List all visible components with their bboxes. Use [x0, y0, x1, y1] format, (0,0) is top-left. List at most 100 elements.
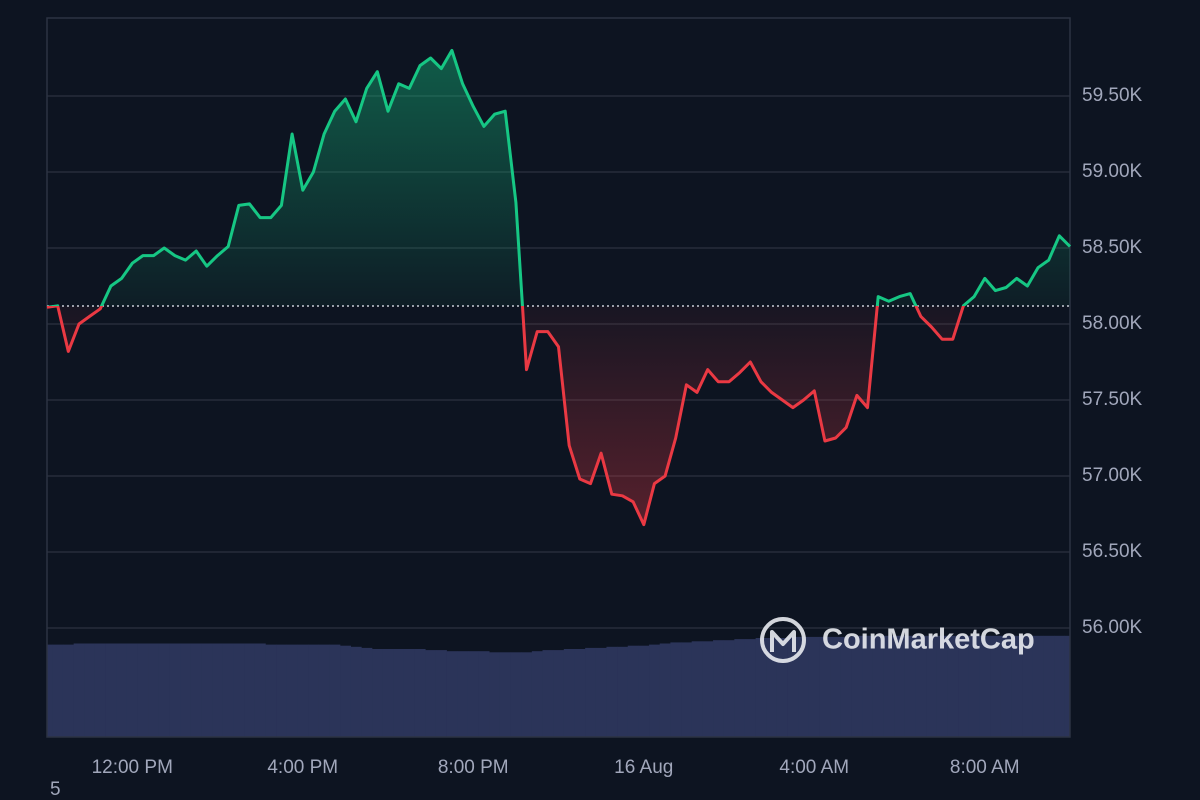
y-tick-label: 57.50K: [1082, 389, 1143, 410]
volume-bar: [84, 643, 96, 737]
volume-bar: [244, 643, 256, 737]
y-tick-label: 58.50K: [1082, 237, 1143, 258]
volume-bar: [222, 643, 234, 737]
volume-bar: [1043, 635, 1055, 737]
volume-bar: [894, 635, 906, 737]
volume-bar: [595, 647, 607, 737]
watermark-text: CoinMarketCap: [822, 624, 1035, 656]
watermark: CoinMarketCap: [760, 617, 1035, 663]
volume-bar: [340, 645, 352, 737]
volume-bar: [499, 652, 511, 737]
volume-bar: [862, 635, 874, 737]
volume-bar: [617, 646, 629, 737]
volume-bar: [1064, 635, 1071, 737]
volume-bar: [62, 644, 74, 737]
volume-bar: [691, 641, 703, 737]
volume-bar: [734, 639, 746, 737]
volume-bar: [137, 643, 149, 737]
volume-bar: [787, 636, 799, 737]
y-tick-label: 56.50K: [1082, 541, 1143, 562]
y-tick-label: 56.00K: [1082, 617, 1143, 638]
volume-bar: [819, 636, 831, 737]
volume-bar: [297, 644, 309, 737]
volume-bar: [563, 649, 575, 737]
volume-bar: [393, 649, 405, 737]
volume-bar: [585, 647, 597, 737]
volume-bar: [1011, 635, 1023, 737]
volume-bar: [116, 643, 128, 737]
volume-bar: [936, 635, 948, 737]
volume-bar: [190, 643, 202, 737]
grid-layer: [47, 95, 1070, 629]
volume-bar: [329, 644, 341, 737]
x-tick-label: 12:00 PM: [92, 757, 173, 778]
volume-bar: [382, 649, 394, 737]
volume-bar: [947, 635, 959, 737]
volume-bar: [105, 643, 117, 737]
volume-bar: [1022, 635, 1034, 737]
volume-bar: [627, 645, 639, 737]
volume-bar: [904, 635, 916, 737]
volume-bar: [766, 638, 778, 737]
volume-bar: [713, 640, 724, 737]
volume-bar: [148, 643, 160, 737]
volume-bar: [254, 643, 266, 737]
volume-bar: [606, 646, 618, 737]
volume-bar: [638, 645, 650, 737]
x-tick-label: 4:00 PM: [267, 757, 338, 778]
footnote: 5: [50, 779, 61, 800]
volume-bar: [276, 644, 288, 737]
volume-bar: [958, 635, 970, 737]
x-tick-label: 8:00 AM: [950, 757, 1020, 778]
volume-bar: [169, 643, 181, 737]
y-tick-label: 58.00K: [1082, 313, 1143, 334]
volume-bar: [840, 636, 852, 737]
volume-bar: [553, 650, 565, 737]
volume-bar: [883, 635, 895, 737]
volume-bar: [350, 646, 362, 737]
volume-bar: [318, 644, 330, 737]
volume-bar: [531, 651, 543, 737]
volume-bar: [979, 635, 991, 737]
volume-bar: [542, 650, 554, 737]
volume-bar: [1032, 635, 1044, 737]
logo-ring: [760, 617, 806, 663]
price-area: [47, 50, 1070, 525]
volume-bar: [446, 651, 458, 737]
volume-bar: [1054, 635, 1065, 737]
volume-bar: [744, 639, 756, 737]
volume-bar: [372, 649, 383, 737]
volume-bar: [968, 635, 980, 737]
volume-bar: [872, 635, 884, 737]
volume-bar: [201, 643, 213, 737]
volume-bar: [457, 651, 469, 737]
x-tick-label: 16 Aug: [614, 757, 673, 778]
plot-border: [46, 17, 1071, 738]
volume-bar: [915, 635, 927, 737]
volume-bar: [990, 635, 1002, 737]
volume-bar: [659, 643, 671, 737]
volume-bar: [798, 636, 810, 737]
logo-m: [770, 630, 796, 652]
volume-bar: [776, 638, 788, 737]
volume-bar: [286, 644, 298, 737]
volume-bar: [158, 643, 170, 737]
volume-layer: [47, 635, 1071, 737]
volume-bar: [702, 641, 714, 737]
volume-bar: [681, 642, 693, 737]
volume-bar: [851, 635, 863, 737]
volume-bar: [180, 643, 192, 737]
volume-bar: [467, 651, 479, 737]
y-tick-label: 59.50K: [1082, 85, 1143, 106]
volume-bar: [233, 643, 245, 737]
volume-bar: [574, 649, 586, 737]
volume-bar: [73, 643, 85, 737]
volume-bar: [489, 652, 501, 737]
volume-bar: [926, 635, 938, 737]
y-tick-label: 59.00K: [1082, 161, 1143, 182]
volume-bar: [670, 642, 682, 737]
y-tick-label: 57.00K: [1082, 465, 1143, 486]
volume-bar: [478, 651, 490, 737]
volume-bar: [361, 647, 373, 737]
